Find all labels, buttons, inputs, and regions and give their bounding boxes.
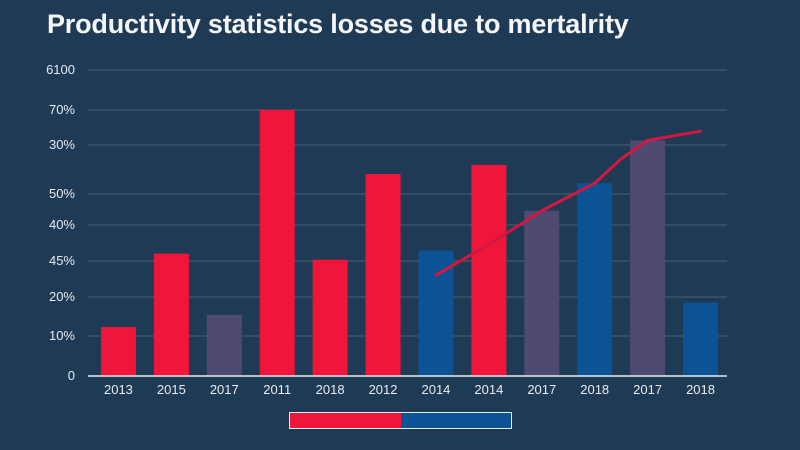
legend-swatch-blue [400,413,511,428]
y-tick-label: 45% [49,253,75,268]
x-tick-label: 2017 [527,382,556,397]
y-tick-labels: 0 10% 20% 45% 40% 50% 30% 70% 6100 [46,62,75,383]
gridlines [88,69,727,337]
bar [630,140,666,376]
x-tick-label: 2018 [686,382,715,397]
y-tick-label: 6100 [46,62,75,77]
y-tick-label: 0 [68,368,75,383]
x-tick-labels: 2013 2015 2017 2011 2018 2012 2014 2014 2017 2018… [104,382,715,397]
x-tick-label: 2015 [157,382,186,397]
y-tick-label: 30% [49,137,75,152]
legend [289,412,512,429]
x-tick-label: 2014 [421,382,450,397]
x-tick-label: 2018 [580,382,609,397]
x-tick-label: 2014 [474,382,503,397]
bar [259,109,295,376]
bar [100,327,136,376]
bar [153,253,189,376]
bar [312,259,348,376]
bar [577,183,613,376]
bar [524,210,560,376]
bar [365,174,401,376]
x-tick-label: 2017 [210,382,239,397]
x-tick-label: 2013 [104,382,133,397]
y-tick-label: 40% [49,217,75,232]
x-tick-label: 2011 [263,382,291,397]
chart-title: Productivity statistics losses due to me… [47,9,629,39]
y-tick-label: 20% [49,289,75,304]
y-tick-label: 10% [49,328,75,343]
bar [206,314,242,376]
x-tick-label: 2017 [633,382,662,397]
bar [418,250,454,376]
y-tick-label: 50% [49,186,75,201]
x-tick-label: 2018 [316,382,345,397]
legend-swatch-red [290,413,401,428]
bars [100,109,719,376]
bar [683,302,719,376]
trend-line [434,129,703,277]
trend-line-path [434,129,703,277]
x-tick-label: 2012 [369,382,398,397]
y-tick-label: 70% [49,102,75,117]
bar [471,164,507,376]
